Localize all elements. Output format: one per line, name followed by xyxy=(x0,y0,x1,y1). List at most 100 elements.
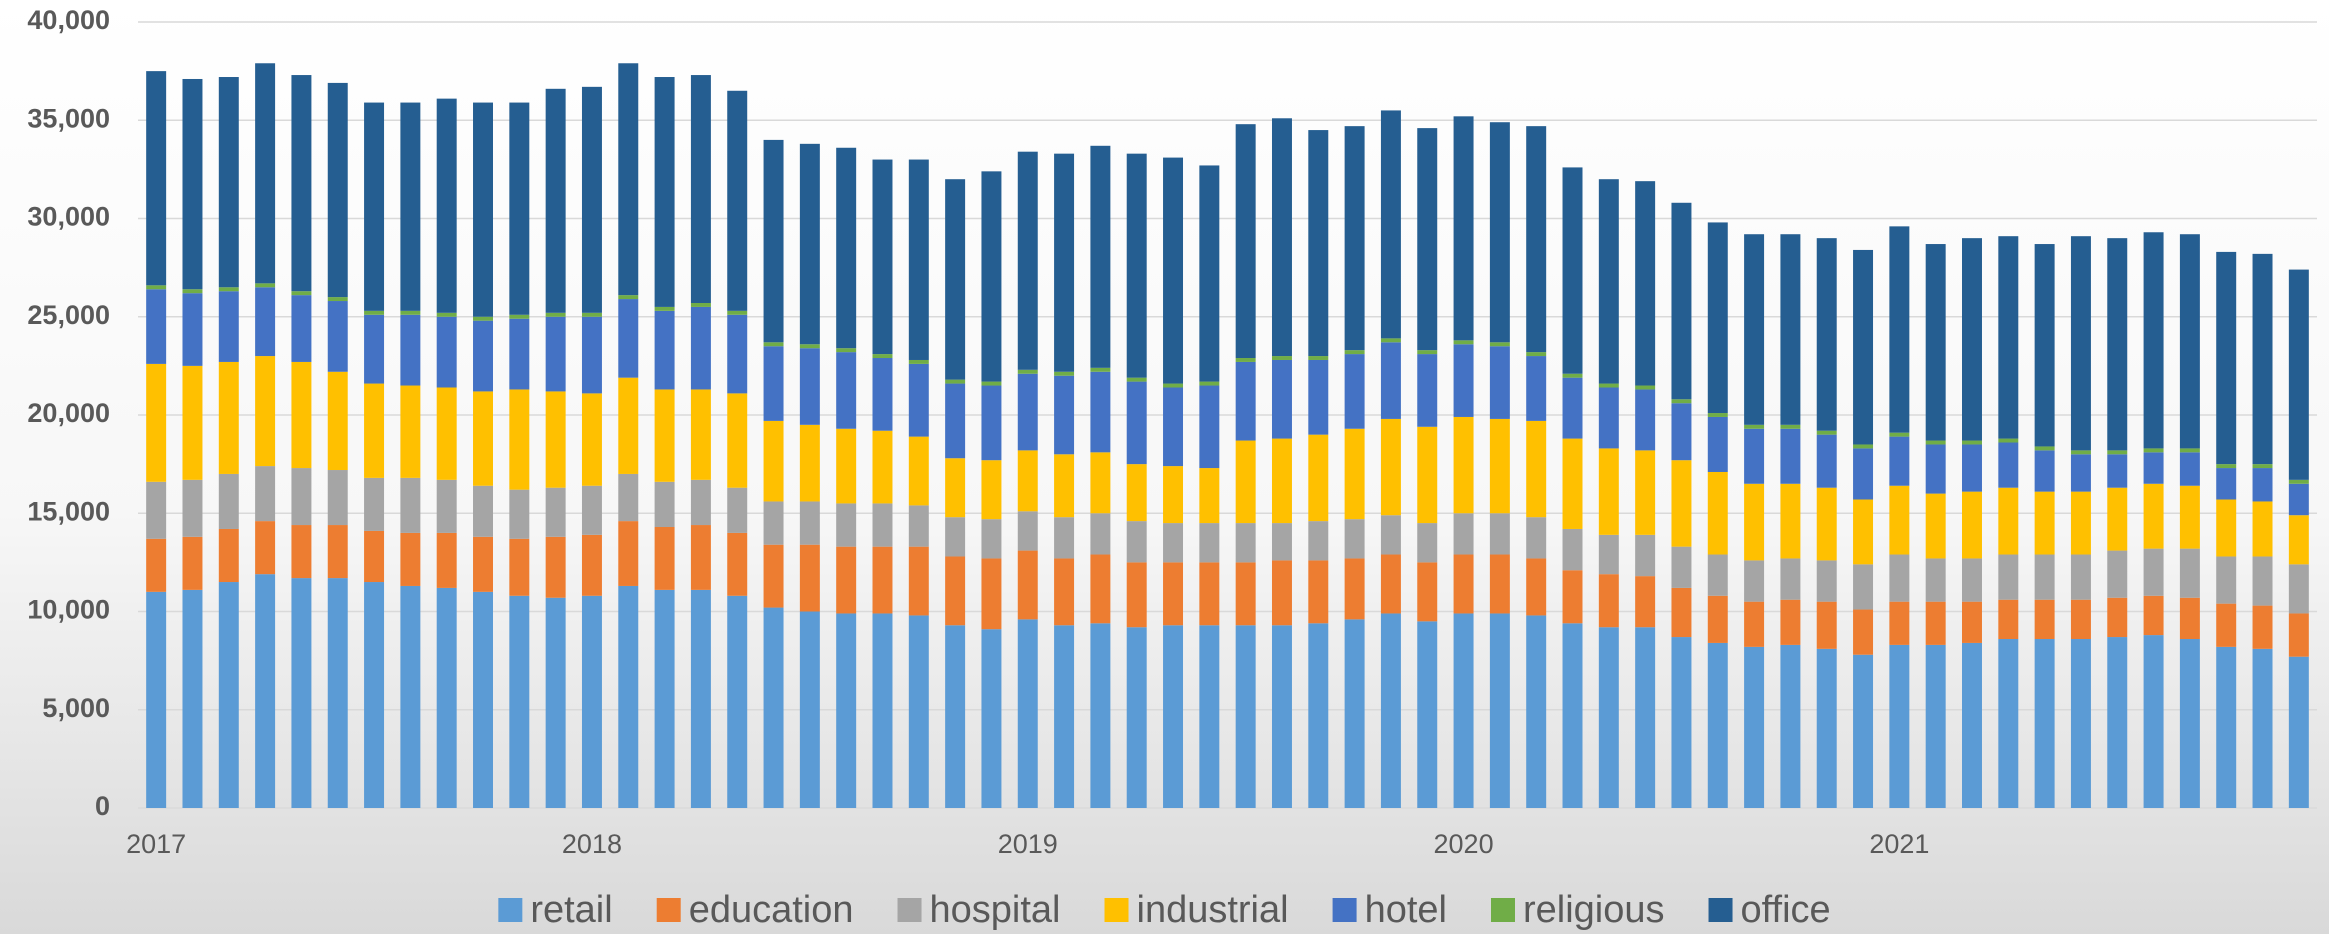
bar-segment xyxy=(1816,648,1837,808)
bar-segment xyxy=(1562,570,1583,624)
bar-segment xyxy=(1308,359,1329,435)
bar-segment xyxy=(2143,483,2164,549)
bar-segment xyxy=(364,582,385,808)
bar-segment xyxy=(1925,601,1946,645)
bar-segment xyxy=(182,78,203,290)
bar-segment xyxy=(2288,656,2309,808)
bar-segment xyxy=(1562,438,1583,529)
bar-segment xyxy=(763,544,784,608)
bar-segment xyxy=(1344,350,1365,355)
bar-segment xyxy=(690,589,711,808)
bar-segment xyxy=(2107,550,2128,598)
bar-segment xyxy=(799,348,820,425)
bar-segment xyxy=(218,291,239,362)
bar-segment xyxy=(509,102,530,315)
bar-segment xyxy=(1671,587,1692,638)
bar-segment xyxy=(1925,440,1946,445)
bar-segment xyxy=(2288,564,2309,614)
bar-segment xyxy=(2107,454,2128,488)
bar-segment xyxy=(1090,554,1111,624)
bar-segment xyxy=(1962,642,1982,808)
bar-segment xyxy=(1526,420,1547,518)
bar-segment xyxy=(581,393,602,486)
bar-segment xyxy=(2034,450,2055,492)
bar-segment xyxy=(2216,603,2237,647)
bar-segment xyxy=(836,546,857,614)
bar-segment xyxy=(1126,153,1147,378)
bar-segment xyxy=(1453,116,1474,341)
bar-segment xyxy=(473,320,493,392)
bar-segment xyxy=(1235,562,1256,626)
bar-segment xyxy=(1453,416,1474,514)
bar-segment xyxy=(1744,560,1765,602)
bar-segment xyxy=(1344,126,1365,351)
bar-segment xyxy=(400,102,421,311)
bar-segment xyxy=(2179,452,2200,486)
bar-segment xyxy=(908,546,929,616)
bar-segment xyxy=(1707,642,1728,808)
bar-segment xyxy=(618,63,639,296)
bar-segment xyxy=(1163,387,1184,467)
bar-segment xyxy=(1271,438,1292,524)
bar-segment xyxy=(581,312,602,317)
y-tick-label: 30,000 xyxy=(27,202,110,232)
bar-segment xyxy=(1707,595,1728,643)
bar-segment xyxy=(1271,523,1292,561)
bar-segment xyxy=(1489,342,1510,347)
bar-segment xyxy=(1962,440,1982,445)
bar-segment xyxy=(1271,560,1292,626)
bar-segment xyxy=(291,468,312,526)
bar-segment xyxy=(255,63,276,284)
bar-segment xyxy=(182,293,203,366)
bar-segment xyxy=(763,342,784,347)
bar-segment xyxy=(1090,367,1111,372)
bar-segment xyxy=(2034,491,2055,555)
bar-segment xyxy=(364,530,385,583)
bar-segment xyxy=(1453,554,1474,614)
bar-segment xyxy=(981,385,1002,461)
bar-segment xyxy=(436,532,457,588)
bar-segment xyxy=(2288,613,2309,657)
bar-segment xyxy=(1853,444,1874,449)
bar-segment xyxy=(1998,236,2019,439)
y-tick-label: 10,000 xyxy=(27,595,110,625)
bar-segment xyxy=(1344,519,1365,559)
bar-segment xyxy=(1853,654,1874,808)
bar-segment xyxy=(1744,234,1765,425)
bar-segment xyxy=(327,578,348,808)
bar-segment xyxy=(1489,554,1510,614)
bar-segment xyxy=(400,477,421,533)
bar-segment xyxy=(763,501,784,545)
bar-segment xyxy=(1598,534,1619,575)
bar-segment xyxy=(836,428,857,504)
bar-segment xyxy=(400,314,421,386)
bar-segment xyxy=(727,487,748,533)
bar-segment xyxy=(2143,548,2164,596)
bar-segment xyxy=(1816,434,1837,488)
bar-segment xyxy=(218,287,239,292)
bar-segment xyxy=(690,75,711,303)
bar-segment xyxy=(1235,625,1256,808)
bar-segment xyxy=(1235,358,1256,362)
bar-segment xyxy=(291,75,312,292)
bar-segment xyxy=(509,538,530,596)
bar-segment xyxy=(1054,517,1075,559)
bar-segment xyxy=(1380,554,1401,614)
bar-segment xyxy=(1199,625,1220,808)
bar-segment xyxy=(654,306,675,311)
bar-segment xyxy=(1526,517,1547,559)
bar-segment xyxy=(799,611,820,808)
bar-segment xyxy=(2143,595,2164,636)
bar-segment xyxy=(1671,637,1692,808)
bar-segment xyxy=(1489,418,1510,514)
bar-segment xyxy=(618,299,639,378)
bar-segment xyxy=(872,613,893,808)
bar-segment xyxy=(1780,424,1801,429)
bar-segment xyxy=(1889,226,1910,433)
bar-segment xyxy=(836,503,857,547)
bar-segment xyxy=(1780,644,1801,808)
bar-segment xyxy=(1853,448,1874,500)
bar-segment xyxy=(872,546,893,614)
bar-segment xyxy=(327,470,348,526)
bar-segment xyxy=(1453,340,1474,345)
